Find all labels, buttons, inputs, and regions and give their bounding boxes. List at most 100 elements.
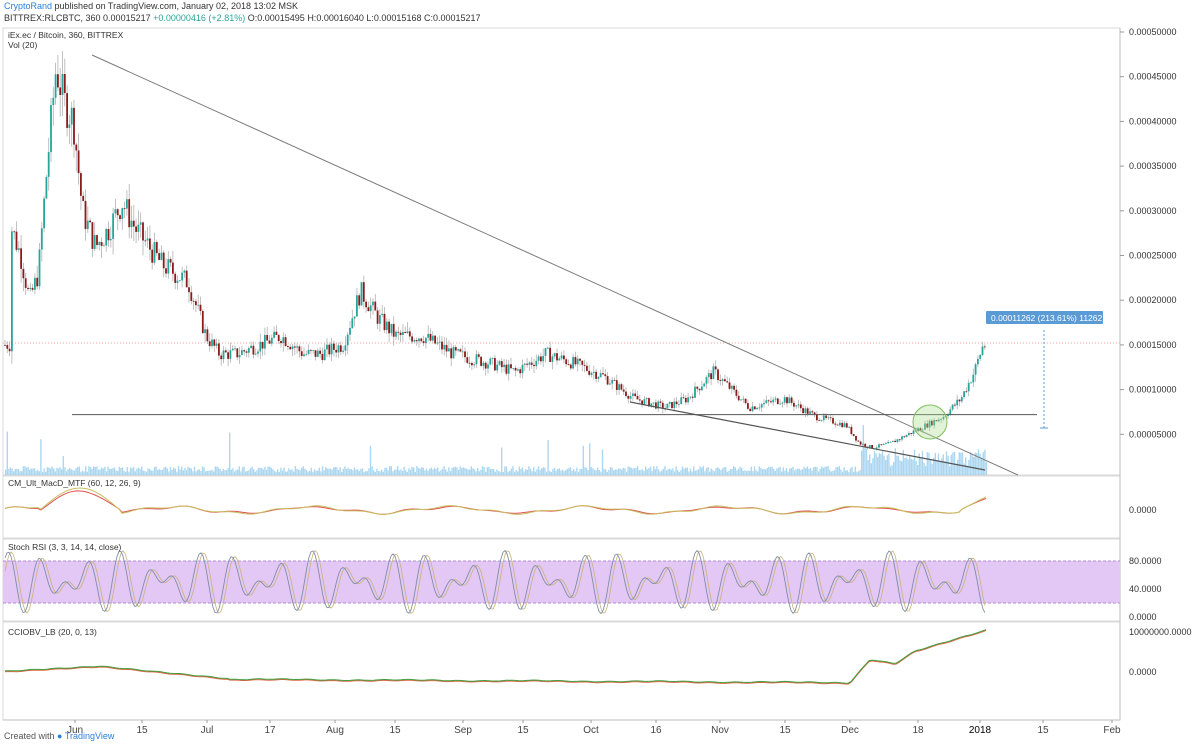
volume-bar: [494, 471, 496, 475]
volume-bar: [283, 467, 285, 475]
volume-bar: [240, 471, 242, 475]
candle-body: [197, 304, 200, 306]
candle-body: [517, 369, 519, 371]
volume-bar: [705, 467, 708, 475]
volume-bar: [437, 467, 439, 475]
volume-bar: [64, 467, 66, 475]
volume-bar: [325, 467, 327, 475]
volume-bar: [430, 467, 432, 475]
candle-body: [912, 430, 915, 434]
volume-bar: [960, 452, 962, 475]
volume-bar: [513, 471, 516, 475]
price-tick-label: 0.00040000: [1129, 116, 1177, 126]
candle-body: [374, 301, 377, 311]
candle-body: [319, 350, 321, 354]
candle-body: [119, 215, 121, 220]
candle-body: [537, 356, 540, 361]
candle-body: [289, 346, 292, 350]
volume-bar: [291, 469, 293, 475]
volume-bar: [782, 467, 784, 475]
candle-body: [811, 411, 814, 413]
volume-bar: [710, 468, 712, 475]
candle-body: [158, 253, 160, 260]
candle-body: [275, 331, 278, 336]
footer-brand[interactable]: TradingView: [64, 731, 115, 741]
candle-body: [793, 402, 795, 407]
volume-bar: [243, 466, 245, 475]
volume-bar: [128, 471, 130, 475]
volume-bar: [472, 468, 474, 475]
candle-body: [772, 399, 775, 403]
volume-bar: [366, 471, 368, 475]
candle-body: [282, 337, 285, 344]
volume-bar: [301, 467, 303, 475]
candle-body: [652, 402, 655, 404]
volume-bar: [398, 470, 400, 475]
candle-body: [454, 347, 457, 351]
volume-bar: [913, 449, 916, 475]
volume-bar: [313, 469, 316, 475]
volume-bar: [526, 469, 528, 475]
volume-bar: [315, 470, 317, 475]
volume-bar: [819, 468, 821, 475]
candle-body: [468, 362, 471, 364]
candle-body: [431, 335, 434, 341]
volume-bar: [574, 471, 576, 475]
candle-body: [852, 434, 855, 436]
volume-bar: [925, 466, 927, 475]
candle-body: [500, 361, 503, 368]
volume-bar: [971, 454, 973, 475]
candle-body: [889, 441, 892, 443]
candle-body: [459, 349, 462, 352]
volume-bar: [533, 467, 535, 475]
volume-bar: [62, 456, 64, 475]
candle-body: [303, 354, 305, 357]
candle-body: [530, 362, 533, 365]
volume-bar: [853, 471, 855, 475]
volume-bar: [296, 468, 298, 475]
candle-body: [339, 345, 342, 352]
volume-bar: [749, 470, 751, 475]
candle-body: [753, 406, 756, 410]
candle-body: [850, 426, 853, 435]
volume-bar: [222, 468, 224, 475]
candle-body: [740, 399, 742, 401]
volume-bar: [253, 469, 255, 475]
candle-body: [979, 354, 982, 359]
volume-bar: [648, 468, 650, 475]
c-label: C:: [423, 13, 433, 23]
volume-bar: [280, 467, 282, 475]
volume-bar: [357, 469, 359, 475]
volume-bar: [86, 471, 88, 475]
volume-bar: [816, 467, 818, 475]
volume-bar: [328, 468, 330, 475]
candle-body: [443, 344, 446, 350]
volume-bar: [817, 471, 820, 475]
candle-body: [556, 353, 558, 361]
candle-body: [519, 369, 522, 374]
volume-bar: [670, 469, 672, 475]
candle-body: [130, 220, 133, 228]
candle-body: [452, 347, 455, 359]
volume-bar: [949, 466, 951, 475]
volume-bar: [539, 469, 541, 475]
volume-bar: [441, 468, 444, 475]
volume-bar: [806, 466, 808, 475]
candle-body: [6, 345, 9, 349]
candle-body: [507, 364, 510, 374]
candle-body: [954, 404, 956, 406]
volume-bar: [11, 468, 13, 475]
volume-bar: [238, 466, 240, 475]
volume-bar: [985, 461, 988, 475]
volume-bar: [85, 466, 87, 475]
author-name[interactable]: CryptoRand: [4, 1, 53, 11]
volume-bar: [798, 468, 800, 475]
candle-body: [17, 248, 20, 250]
volume-bar: [9, 467, 12, 475]
candle-body: [885, 443, 887, 445]
volume-bar: [851, 466, 853, 475]
candle-body: [27, 287, 29, 290]
candle-body: [172, 262, 174, 274]
volume-bar: [600, 471, 602, 475]
